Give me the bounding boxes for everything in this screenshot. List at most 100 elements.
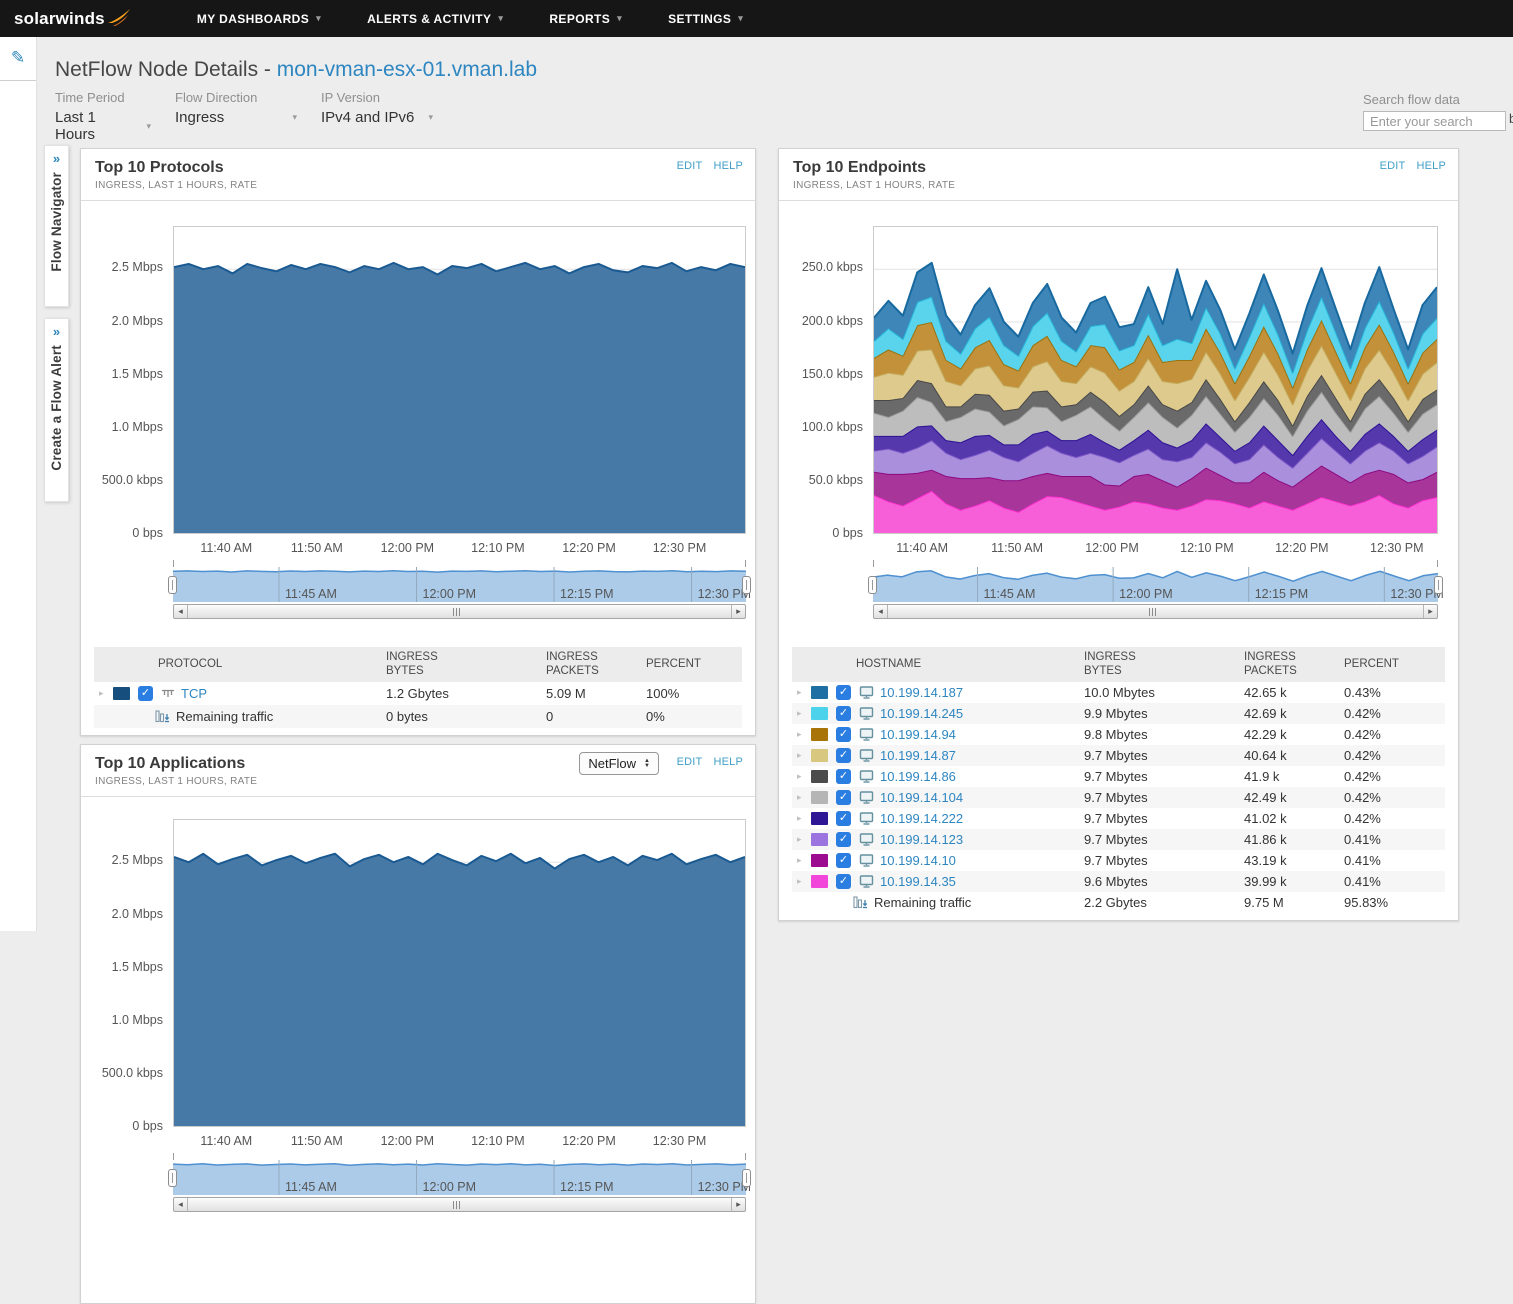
node-link[interactable]: mon-vman-esx-01.vman.lab <box>276 58 538 81</box>
ingress-packets-cell: 41.9 k <box>1244 768 1280 784</box>
nav-menu: MY DASHBOARDS ▾ ALERTS & ACTIVITY ▾ REPORTS ▾… <box>174 0 766 37</box>
row-checkbox[interactable]: ✓ <box>836 852 851 868</box>
row-checkbox[interactable]: ✓ <box>836 726 851 742</box>
flow-source-select[interactable]: NetFlow ▲ ▼ <box>579 752 659 775</box>
nav-item-reports[interactable]: REPORTS ▾ <box>526 0 645 37</box>
nav-item-my-dashboards[interactable]: MY DASHBOARDS ▾ <box>174 0 344 37</box>
brush-handle-left[interactable] <box>168 1168 177 1187</box>
scroll-right-arrow[interactable]: ▸ <box>731 1198 745 1211</box>
filter-value-dropdown[interactable]: IPv4 and IPv6 ▾ <box>321 109 433 126</box>
time-range-selector[interactable]: 11:45 AM 12:00 PM 12:15 PM 12:30 PM <box>168 1153 751 1195</box>
nav-item-alerts-activity[interactable]: ALERTS & ACTIVITY ▾ <box>344 0 526 37</box>
help-link[interactable]: HELP <box>1416 160 1446 172</box>
row-checkbox[interactable]: ✓ <box>836 705 851 721</box>
horizontal-scrollbar[interactable]: ◂ ▸ <box>173 604 746 619</box>
nav-item-label: ALERTS & ACTIVITY <box>367 11 492 26</box>
brush-tick-label: 12:30 PM <box>1390 587 1444 601</box>
row-expander-icon[interactable]: ▸ <box>797 770 802 781</box>
row-checkbox[interactable]: ✓ <box>836 684 851 700</box>
time-range-selector[interactable]: 11:45 AM 12:00 PM 12:15 PM 12:30 PM <box>868 560 1444 602</box>
brush-handle-right[interactable] <box>742 575 751 594</box>
nav-item-settings[interactable]: SETTINGS ▾ <box>645 0 766 37</box>
solarwinds-logo[interactable]: solarwinds <box>14 8 132 29</box>
protocol-icon <box>162 690 174 698</box>
row-expander-icon[interactable]: ▸ <box>797 686 802 697</box>
scroll-right-arrow[interactable]: ▸ <box>731 605 745 618</box>
brush-handle-right[interactable] <box>1434 575 1443 594</box>
brush-handle-right[interactable] <box>742 1168 751 1187</box>
search-input[interactable] <box>1363 111 1506 131</box>
row-expander-icon[interactable]: ▸ <box>797 707 802 718</box>
edit-link[interactable]: EDIT <box>676 160 703 172</box>
hostname-link[interactable]: 10.199.14.222 <box>880 810 964 826</box>
scroll-left-arrow[interactable]: ◂ <box>174 1198 188 1211</box>
brush-handle-left[interactable] <box>868 575 877 594</box>
table-row: ▸ ✓ 10.199.14.10 9.7 Mbytes 43.19 k 0.41% <box>792 850 1445 871</box>
row-checkbox[interactable]: ✓ <box>836 768 851 784</box>
hostname-link[interactable]: 10.199.14.104 <box>880 789 964 805</box>
hostname-link[interactable]: 10.199.14.123 <box>880 831 964 847</box>
row-expander-icon[interactable]: ▸ <box>99 687 104 698</box>
row-expander-icon[interactable]: ▸ <box>797 749 802 760</box>
panel-header: Top 10 Applications INGRESS, LAST 1 HOUR… <box>81 745 755 797</box>
row-checkbox[interactable]: ✓ <box>138 685 153 701</box>
row-expander-icon[interactable]: ▸ <box>797 812 802 823</box>
row-checkbox[interactable]: ✓ <box>836 789 851 805</box>
row-checkbox[interactable]: ✓ <box>836 873 851 889</box>
x-tick-label: 12:30 PM <box>652 1134 707 1148</box>
scrollbar-grip[interactable] <box>452 608 460 616</box>
table-row: ▸ ✓ 10.199.14.35 9.6 Mbytes 39.99 k 0.41% <box>792 870 1445 892</box>
help-link[interactable]: HELP <box>713 160 743 172</box>
hostname-link[interactable]: 10.199.14.86 <box>880 768 956 784</box>
scrollbar-grip[interactable] <box>1148 608 1156 616</box>
row-expander-icon[interactable]: ▸ <box>797 791 802 802</box>
filter-value-dropdown[interactable]: Ingress ▾ <box>175 109 297 126</box>
ingress-bytes-cell: 9.8 Mbytes <box>1084 726 1148 742</box>
chevron-down-icon: ▾ <box>498 13 504 23</box>
ingress-packets-cell: 42.69 k <box>1244 705 1287 721</box>
horizontal-scrollbar[interactable]: ◂ ▸ <box>173 1197 746 1212</box>
hostname-link[interactable]: 10.199.14.245 <box>880 705 964 721</box>
edit-pencil-icon[interactable]: ✎ <box>0 37 36 81</box>
column-header: PERCENT <box>1344 658 1399 671</box>
hostname-link[interactable]: 10.199.14.10 <box>880 852 956 868</box>
protocol-link[interactable]: TCP <box>181 685 207 701</box>
edit-link[interactable]: EDIT <box>676 756 703 768</box>
help-link[interactable]: HELP <box>713 756 743 768</box>
horizontal-scrollbar[interactable]: ◂ ▸ <box>873 604 1438 619</box>
row-checkbox[interactable]: ✓ <box>836 831 851 847</box>
y-tick-label: 1.5 Mbps <box>111 959 163 974</box>
x-tick-label: 11:40 AM <box>200 541 253 555</box>
flow-navigator-tab[interactable]: » Flow Navigator <box>44 145 69 307</box>
row-expander-icon[interactable]: ▸ <box>797 728 802 739</box>
x-tick-label: 12:20 PM <box>562 1134 616 1148</box>
x-tick-label: 12:10 PM <box>1180 541 1234 555</box>
scroll-right-arrow[interactable]: ▸ <box>1423 605 1437 618</box>
y-axis-labels: 2.5 Mbps 2.0 Mbps 1.5 Mbps 1.0 Mbps 500.0 kb… <box>81 226 169 540</box>
filter-value-dropdown[interactable]: Last 1 Hours ▾ <box>55 109 151 143</box>
series-color-swatch <box>811 832 828 846</box>
create-flow-alert-tab[interactable]: » Create a Flow Alert <box>44 318 69 502</box>
brush-tick-label: 11:45 AM <box>285 1180 337 1194</box>
edit-link[interactable]: EDIT <box>1379 160 1406 172</box>
ingress-packets-cell: 43.19 k <box>1244 852 1287 868</box>
brush-tick-label: 12:15 PM <box>560 1180 614 1194</box>
hostname-link[interactable]: 10.199.14.94 <box>880 726 956 742</box>
series-band-10-199-14-123 <box>874 438 1437 487</box>
scroll-left-arrow[interactable]: ◂ <box>874 605 888 618</box>
scrollbar-grip[interactable] <box>452 1201 460 1209</box>
row-checkbox[interactable]: ✓ <box>836 747 851 763</box>
row-expander-icon[interactable]: ▸ <box>797 854 802 865</box>
table-row: ▸ ✓ 10.199.14.245 9.9 Mbytes 42.69 k 0.42% <box>792 702 1445 724</box>
solarwinds-flame-icon <box>107 9 130 26</box>
y-tick-label: 1.0 Mbps <box>111 419 163 434</box>
row-expander-icon[interactable]: ▸ <box>797 875 802 886</box>
scroll-left-arrow[interactable]: ◂ <box>174 605 188 618</box>
row-checkbox[interactable]: ✓ <box>836 810 851 826</box>
time-range-selector[interactable]: 11:45 AM 12:00 PM 12:15 PM 12:30 PM <box>168 560 751 602</box>
hostname-link[interactable]: 10.199.14.35 <box>880 873 956 889</box>
row-expander-icon[interactable]: ▸ <box>797 833 802 844</box>
brush-handle-left[interactable] <box>168 575 177 594</box>
hostname-link[interactable]: 10.199.14.187 <box>880 684 964 700</box>
hostname-link[interactable]: 10.199.14.87 <box>880 747 956 763</box>
